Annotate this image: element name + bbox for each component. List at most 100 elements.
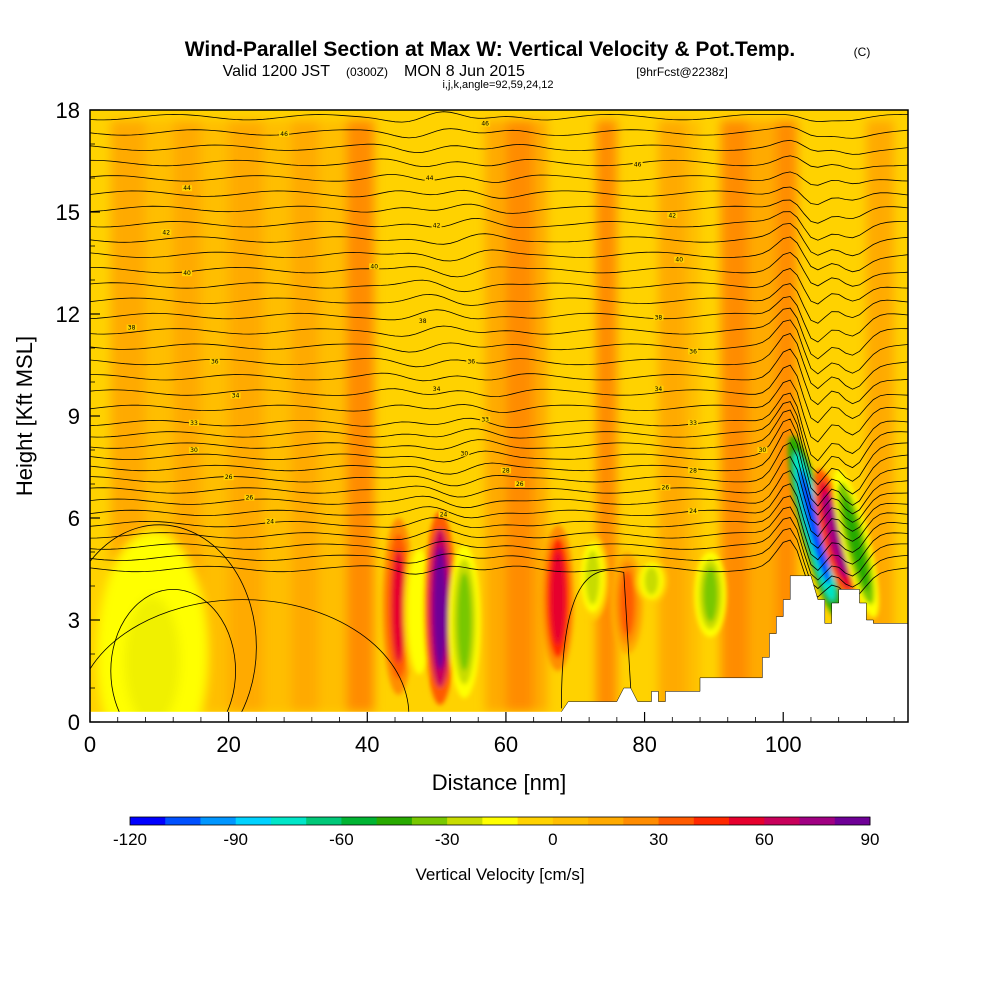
colorbar-swatch <box>341 817 378 825</box>
contour-label-bg <box>688 467 699 474</box>
w-cell <box>550 551 565 645</box>
theta-contour <box>90 348 908 406</box>
contour-label: 42 <box>161 229 172 236</box>
contour-label: 33 <box>688 419 699 427</box>
theta-contour <box>90 139 908 155</box>
contour-label-text: 42 <box>433 223 441 230</box>
colorbar-tick-label: 60 <box>755 830 774 849</box>
contour-label-text: 44 <box>183 185 191 192</box>
contour-label-text: 30 <box>461 450 469 457</box>
contour-label-text: 33 <box>190 420 198 427</box>
contour-label: 26 <box>514 481 525 488</box>
contour-label: 44 <box>424 175 435 182</box>
w-band <box>720 120 749 712</box>
theta-contour <box>90 418 908 497</box>
ground-strip <box>90 711 908 722</box>
w-cell <box>391 549 406 663</box>
subtitle-utc-time: (0300Z) <box>346 65 388 79</box>
w-band <box>776 120 798 712</box>
contour-label-bg <box>466 358 477 365</box>
w-cell <box>585 550 600 605</box>
colorbar-tick-label: -60 <box>329 830 354 849</box>
theta-contour <box>90 483 908 549</box>
w-cell <box>823 492 848 578</box>
w-cell <box>620 570 635 636</box>
chart-title: Wind-Parallel Section at Max W: Vertical… <box>185 38 796 61</box>
grid-indices-label: i,j,k,angle=92,59,24,12 <box>442 79 553 91</box>
colorbar-swatch <box>588 817 624 825</box>
contour-label-text: 38 <box>419 318 427 325</box>
theta-contour <box>90 392 908 462</box>
colorbar-swatch <box>799 817 836 825</box>
contour-label-text: 38 <box>128 325 136 332</box>
y-tick-label: 3 <box>68 608 80 633</box>
contour-label-bg <box>369 263 380 270</box>
contour-label-bg <box>431 385 442 392</box>
contour-label: 46 <box>279 130 290 138</box>
contour-label-bg <box>431 222 442 229</box>
contour-label-text: 28 <box>502 467 510 474</box>
theta-contour <box>90 268 908 305</box>
w-band <box>228 120 264 712</box>
vertical-velocity-cells <box>382 435 879 705</box>
contour-label: 34 <box>431 385 442 393</box>
contour-label-bg <box>688 508 699 515</box>
contour-label-bg <box>244 494 255 501</box>
w-band <box>346 120 375 712</box>
contour-label-bg <box>438 511 449 518</box>
contour-label-bg <box>182 270 193 277</box>
x-tick-label: 80 <box>632 732 656 757</box>
contour-label-text: 34 <box>655 386 663 393</box>
colorbar-swatch <box>693 817 730 825</box>
contour-label: 26 <box>660 484 671 491</box>
contour-label-bg <box>480 416 491 423</box>
colorbar-swatch <box>130 817 166 825</box>
subtitle-date: MON 8 Jun 2015 <box>404 63 525 80</box>
theta-contour <box>90 251 908 287</box>
chart-subtitle: Valid 1200 JST (0300Z) MON 8 Jun 2015 [9… <box>223 63 728 80</box>
w-band <box>505 120 534 712</box>
contour-label-bg <box>653 314 664 321</box>
y-tick-label: 6 <box>68 506 80 531</box>
theta-contour <box>90 111 908 123</box>
colorbar-swatch <box>729 817 765 825</box>
contour-label: 26 <box>244 494 255 502</box>
colorbar-tick-label: 90 <box>861 830 880 849</box>
contour-label-bg <box>126 324 137 331</box>
contour-label-bg <box>161 229 172 236</box>
contour-label: 28 <box>688 467 699 474</box>
contour-label-bg <box>424 175 435 181</box>
colorbar-swatch <box>165 817 201 825</box>
w-cell <box>644 566 659 596</box>
contour-label-text: 36 <box>211 359 219 366</box>
w-cell <box>798 468 831 585</box>
contour-label-text: 26 <box>662 484 670 491</box>
x-axis-label: Distance [nm] <box>432 770 567 795</box>
subtitle-valid-time: Valid 1200 JST <box>223 63 331 80</box>
contour-label-text: 34 <box>232 393 240 400</box>
theta-contour <box>90 296 908 343</box>
colorbar: -120 -90 -60 -30 0 30 60 90 <box>113 816 880 849</box>
contour-label: 36 <box>688 348 699 355</box>
theta-contour <box>90 539 908 598</box>
theta-contour <box>90 364 908 424</box>
contour-label-text: 38 <box>655 314 663 321</box>
theta-contour <box>90 517 908 581</box>
colorbar-swatch <box>623 817 660 825</box>
colorbar-swatch <box>306 817 342 825</box>
w-band <box>200 120 229 712</box>
contour-label: 26 <box>223 474 234 481</box>
contour-label-text: 36 <box>689 348 697 355</box>
contour-label-text: 34 <box>433 386 441 393</box>
contour-label: 36 <box>466 358 477 366</box>
contour-label-bg <box>279 130 290 137</box>
contour-label-bg <box>223 474 234 481</box>
contour-label-bg <box>417 317 428 324</box>
colorbar-tick-label: -90 <box>223 830 248 849</box>
contour-label-text: 40 <box>183 270 191 277</box>
contour-label-text: 26 <box>246 495 254 502</box>
theta-contour-low <box>90 524 257 722</box>
